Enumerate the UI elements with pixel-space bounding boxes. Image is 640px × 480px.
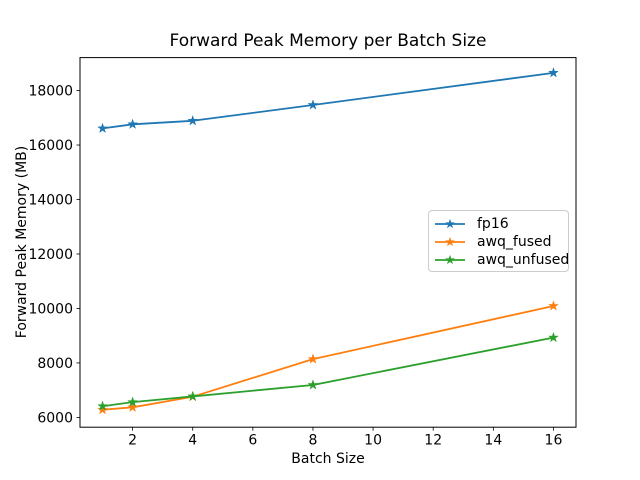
y-tick-label: 12000: [28, 247, 73, 263]
x-axis-label: Batch Size: [291, 451, 365, 467]
y-tick-label: 6000: [37, 410, 73, 426]
marker-awq_unfused: [127, 396, 139, 407]
marker-awq_unfused: [547, 331, 559, 343]
series-line-awq_fused: [102, 305, 554, 411]
marker-fp16: [187, 114, 199, 126]
marker-awq_fused: [97, 403, 109, 415]
marker-awq_unfused: [187, 390, 199, 402]
legend-swatch-awq_unfused: [435, 254, 465, 265]
legend-label: fp16: [477, 216, 509, 232]
marker-fp16: [307, 99, 319, 110]
marker-awq_unfused: [97, 400, 109, 411]
marker-awq_fused: [307, 353, 319, 364]
marker-fp16: [127, 118, 139, 130]
axes-spines: [79, 57, 577, 428]
y-tick-label: 16000: [28, 138, 73, 154]
x-tick-label: 12: [424, 433, 442, 449]
series-line-awq_unfused: [102, 336, 554, 408]
legend-swatch-fp16: [435, 218, 465, 229]
marker-fp16: [547, 67, 559, 78]
marker-awq_fused: [547, 300, 559, 311]
x-tick-label: 8: [309, 433, 318, 449]
chart-title: Forward Peak Memory per Batch Size: [169, 31, 487, 51]
legend-swatch-awq_fused: [435, 236, 465, 247]
y-tick-label: 18000: [28, 84, 73, 100]
x-tick-label: 10: [364, 433, 382, 449]
x-tick-label: 4: [188, 433, 197, 449]
y-tick-label: 14000: [28, 193, 73, 209]
legend: fp16 awq_fused awq_unfused: [428, 210, 569, 272]
x-tick-label: 2: [128, 433, 137, 449]
marker-fp16: [97, 122, 109, 134]
legend-item-fp16: fp16: [433, 215, 560, 233]
marker-awq_unfused: [307, 379, 319, 390]
marker-awq_fused: [127, 401, 139, 413]
x-tick-label: 16: [545, 433, 563, 449]
x-tick-label: 6: [248, 433, 257, 449]
legend-label: awq_unfused: [477, 252, 570, 268]
legend-label: awq_fused: [477, 234, 552, 250]
y-tick-label: 8000: [37, 356, 73, 372]
y-tick-label: 10000: [28, 301, 73, 317]
legend-item-awq_unfused: awq_unfused: [433, 251, 569, 269]
x-tick-label: 14: [484, 433, 502, 449]
legend-item-awq_fused: awq_fused: [433, 233, 560, 251]
series-line-fp16: [102, 71, 554, 130]
